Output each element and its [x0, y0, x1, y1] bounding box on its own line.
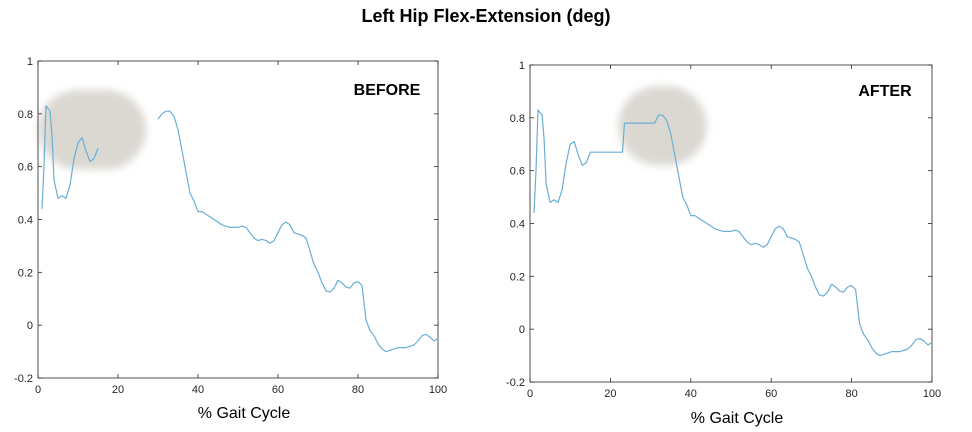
x-tick-label: 100: [923, 388, 941, 400]
x-axis-label: % Gait Cycle: [198, 405, 291, 422]
y-tick-label: 0.2: [510, 271, 525, 283]
x-tick-label: 40: [685, 388, 697, 400]
chart-before: 0 20 40 60 80 100-0.200.20.40.60.81 BEFORE % …: [14, 56, 447, 422]
y-tick-label: -0.2: [14, 373, 33, 385]
y-tick-label: 0.6: [510, 166, 525, 178]
y-tick-label: -0.2: [506, 377, 525, 389]
y-tick-label: 1: [27, 56, 33, 68]
y-tick-label: 0.2: [18, 267, 33, 279]
y-tick-label: 0: [519, 324, 525, 336]
highlight-region: [618, 86, 707, 166]
panel-label: AFTER: [858, 83, 912, 100]
axes-box: [529, 64, 933, 383]
y-tick-label: 0: [27, 320, 33, 332]
chart-after: 0 20 40 60 80 100-0.200.20.40.60.81 AFTER % G…: [506, 60, 941, 427]
y-tick-label: 0.4: [510, 219, 525, 231]
x-tick-label: 0: [527, 388, 533, 400]
x-tick-label: 20: [112, 384, 124, 396]
x-tick-label: 60: [272, 384, 284, 396]
y-tick-label: 1: [519, 60, 525, 72]
series-line: [157, 110, 439, 353]
y-tick-label: 0.8: [510, 113, 525, 125]
series-line: [41, 105, 99, 209]
y-tick-label: 0.4: [18, 215, 33, 227]
x-tick-label: 80: [845, 388, 857, 400]
x-tick-label: 60: [765, 388, 777, 400]
x-tick-label: 20: [604, 388, 616, 400]
highlight-region: [38, 90, 146, 170]
x-tick-label: 80: [352, 384, 364, 396]
y-tick-label: 0.6: [18, 162, 33, 174]
x-tick-label: 0: [35, 384, 41, 396]
panel-label: BEFORE: [354, 82, 421, 99]
x-axis-label: % Gait Cycle: [691, 410, 784, 427]
y-tick-label: 0.8: [18, 109, 33, 121]
figure-title: Left Hip Flex-Extension (deg): [361, 6, 611, 26]
series-line: [533, 109, 933, 357]
x-tick-label: 100: [429, 384, 447, 396]
x-tick-label: 40: [192, 384, 204, 396]
